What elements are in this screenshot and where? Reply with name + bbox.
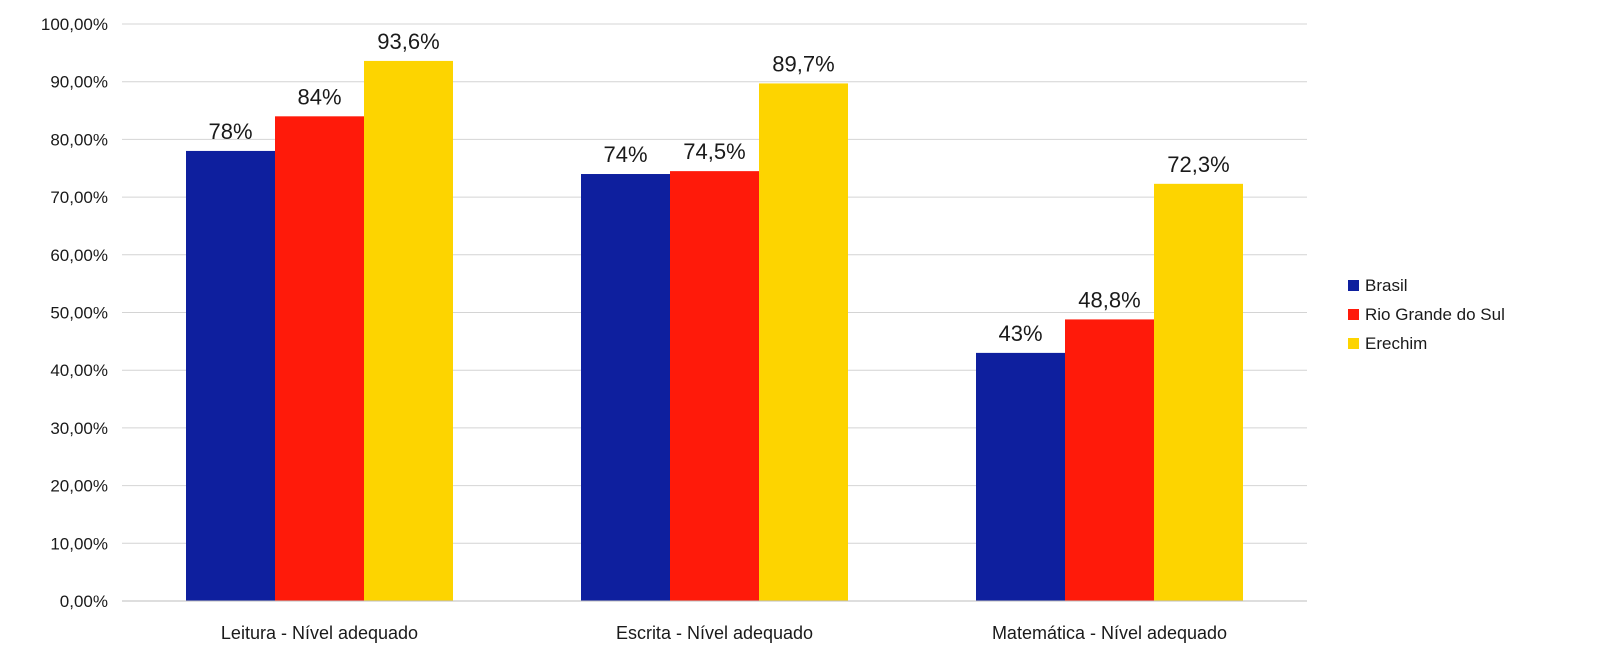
data-labels: 78% 84% 93,6% 74% 74,5% 89,7% 43% 48,8% 72,3% (208, 29, 1229, 346)
data-label: 78% (208, 119, 252, 144)
data-label: 72,3% (1167, 152, 1229, 177)
x-tick-label: Matemática - Nível adequado (992, 623, 1227, 643)
y-tick-label: 0,00% (60, 592, 108, 611)
legend-swatch (1348, 280, 1359, 291)
x-axis: Leitura - Nível adequado Escrita - Nível … (122, 600, 1307, 643)
data-label: 74% (603, 142, 647, 167)
data-label: 43% (998, 321, 1042, 346)
x-tick-label: Leitura - Nível adequado (221, 623, 418, 643)
legend-label: Rio Grande do Sul (1365, 305, 1505, 324)
legend-label: Brasil (1365, 276, 1408, 295)
y-tick-label: 90,00% (50, 73, 108, 92)
bar (976, 352, 1065, 601)
data-label: 89,7% (772, 51, 834, 76)
bar (581, 174, 670, 601)
y-tick-label: 70,00% (50, 188, 108, 207)
bar (1065, 319, 1154, 601)
bar (670, 171, 759, 601)
legend-swatch (1348, 309, 1359, 320)
y-tick-label: 10,00% (50, 534, 108, 553)
y-tick-label: 100,00% (41, 15, 108, 34)
bar (1154, 183, 1243, 602)
data-label: 93,6% (377, 29, 439, 54)
y-tick-label: 30,00% (50, 419, 108, 438)
legend-swatch (1348, 338, 1359, 349)
bar (759, 83, 848, 601)
bars (186, 60, 1243, 602)
y-tick-label: 50,00% (50, 304, 108, 323)
legend: Brasil Rio Grande do Sul Erechim (1348, 276, 1505, 353)
y-tick-label: 80,00% (50, 130, 108, 149)
y-axis: 0,00% 10,00% 20,00% 30,00% 40,00% 50,00% 60,00… (41, 15, 108, 611)
legend-label: Erechim (1365, 334, 1427, 353)
y-tick-label: 40,00% (50, 361, 108, 380)
y-tick-label: 60,00% (50, 246, 108, 265)
bar (186, 150, 275, 601)
y-tick-label: 20,00% (50, 477, 108, 496)
data-label: 84% (297, 84, 341, 109)
data-label: 48,8% (1078, 287, 1140, 312)
bar (364, 60, 453, 602)
bar (275, 116, 364, 601)
x-tick-label: Escrita - Nível adequado (616, 623, 813, 643)
data-label: 74,5% (683, 139, 745, 164)
